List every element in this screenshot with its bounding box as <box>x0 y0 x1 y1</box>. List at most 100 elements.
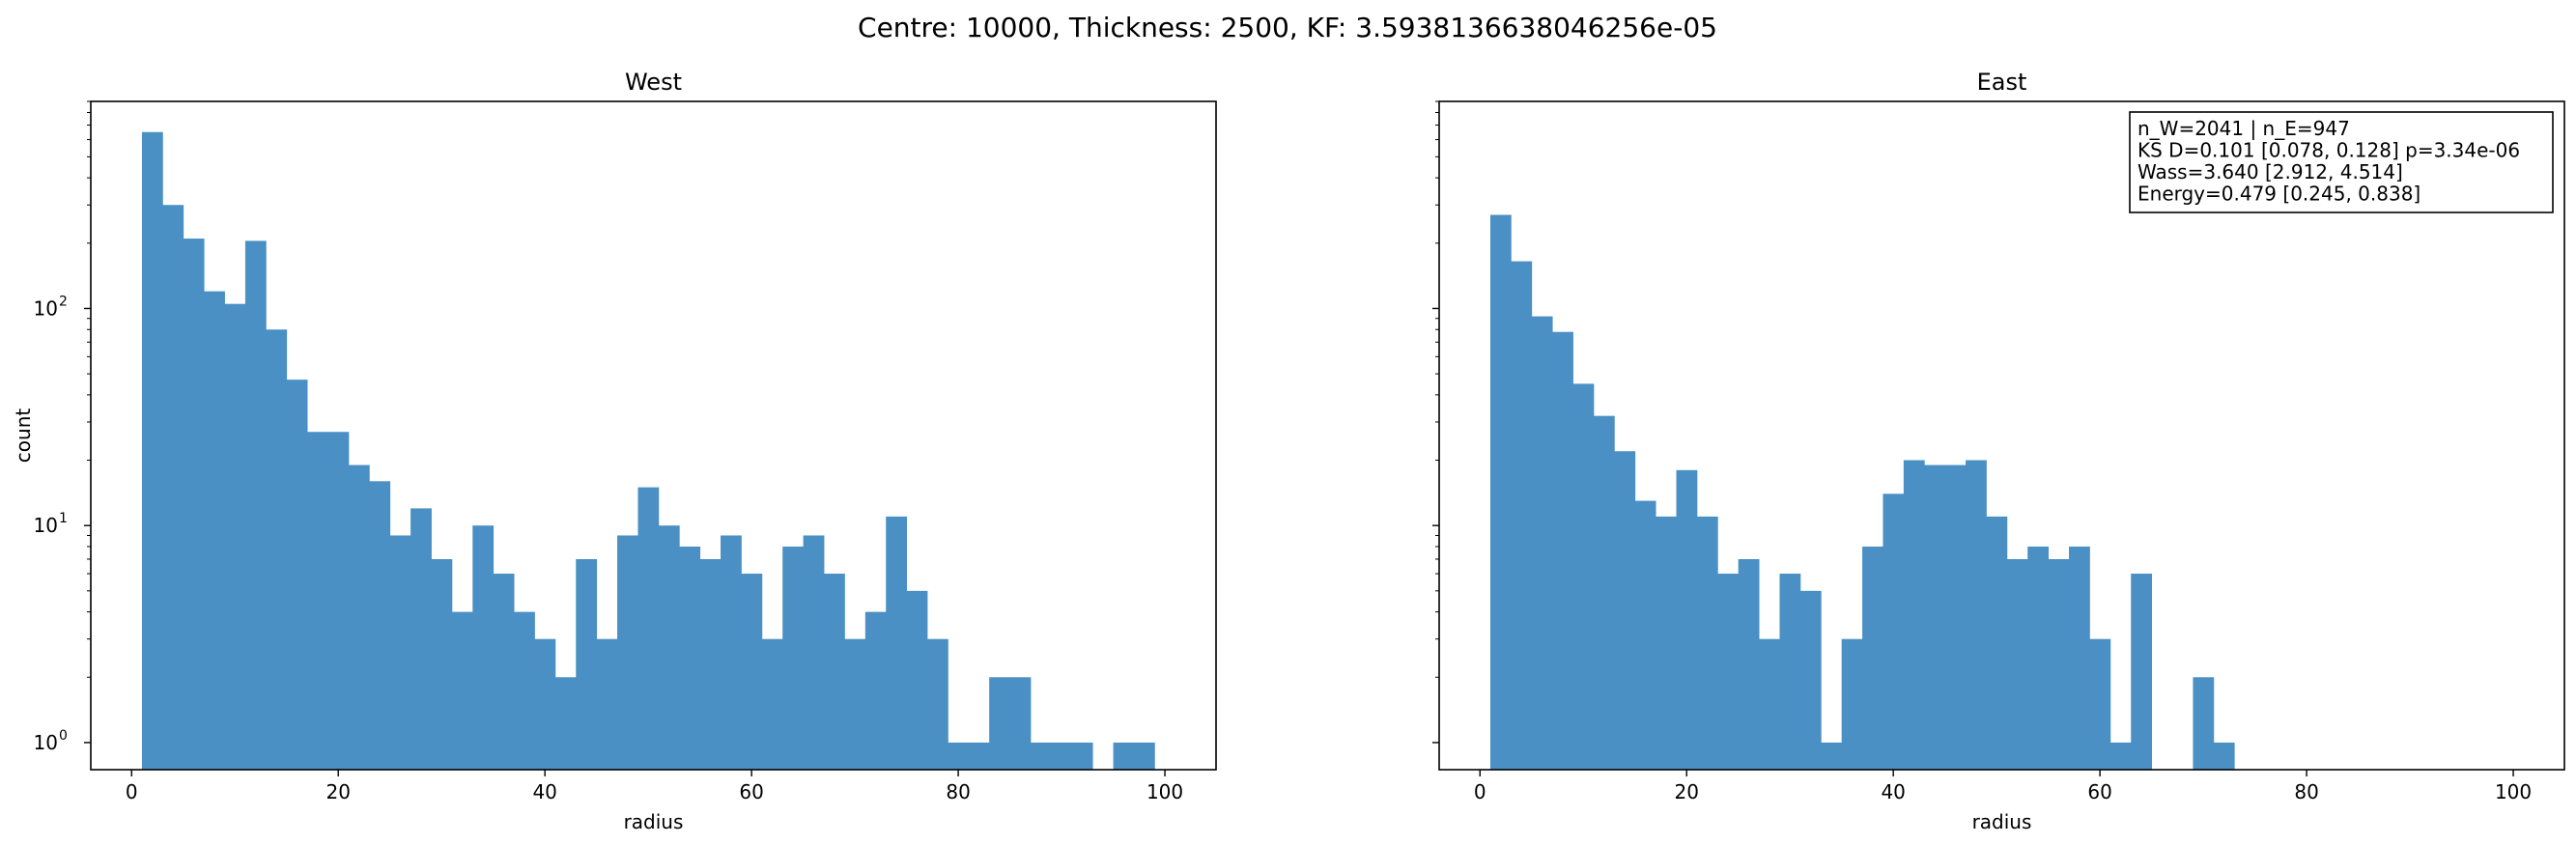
east-bar <box>1966 460 1987 770</box>
east-x-axis-label: radius <box>1972 810 2032 833</box>
west-bar <box>431 559 453 770</box>
east-bar <box>1903 460 1925 770</box>
east-bar <box>2109 742 2132 770</box>
west-bar <box>761 638 783 770</box>
west-bar <box>1113 742 1135 770</box>
west-bar <box>1133 742 1155 770</box>
figure-suptitle: Centre: 10000, Thickness: 2500, KF: 3.59… <box>858 12 1717 43</box>
west-bar <box>824 574 845 770</box>
west-bar <box>679 546 701 770</box>
west-x-tick-label: 20 <box>326 780 350 803</box>
west-bar <box>348 465 370 770</box>
east-bar <box>1552 331 1573 770</box>
east-bar <box>2069 546 2090 770</box>
west-bar <box>741 574 763 770</box>
east-bar <box>1986 516 2008 770</box>
west-x-tick-label: 100 <box>1146 780 1183 803</box>
east-bar <box>1841 638 1863 770</box>
east-bar <box>2027 546 2050 770</box>
east-stats-line: KS D=0.101 [0.078, 0.128] p=3.34e-06 <box>2137 139 2520 162</box>
west-bar <box>1071 742 1093 770</box>
west-bar <box>183 239 205 771</box>
west-bar <box>906 590 928 770</box>
west-bar <box>617 535 638 770</box>
east-bar <box>1882 493 1905 770</box>
east-stats-line: n_W=2041 | n_E=947 <box>2137 117 2350 140</box>
east-axes-frame <box>1438 100 2565 771</box>
west-x-tick-label: 40 <box>532 780 556 803</box>
east-bar <box>2213 742 2235 770</box>
west-bar <box>637 487 660 770</box>
west-bar <box>1009 677 1032 770</box>
east-bar <box>1944 465 1967 770</box>
west-bar <box>534 638 556 770</box>
west-bar <box>307 432 328 770</box>
east-x-tick-label: 80 <box>2294 780 2318 803</box>
east-bar <box>1821 742 1843 770</box>
east-bar <box>2193 677 2215 770</box>
east-x-tick-label: 100 <box>2495 780 2532 803</box>
east-bar <box>1572 383 1595 770</box>
west-bar <box>451 611 473 770</box>
west-bar <box>596 638 618 770</box>
west-bar <box>803 535 825 770</box>
east-bar <box>1593 415 1615 770</box>
west-bar <box>721 535 742 770</box>
west-bar <box>369 481 391 770</box>
east-x-tick-label: 60 <box>2087 780 2111 803</box>
west-bar <box>886 516 907 770</box>
east-bar <box>2048 559 2070 770</box>
west-x-axis-label: radius <box>624 810 684 833</box>
east-stats-line: Energy=0.479 [0.245, 0.838] <box>2137 183 2420 206</box>
east-bar <box>1759 638 1780 770</box>
east-bar <box>1924 465 1946 770</box>
east-x-tick-label: 0 <box>1474 780 1486 803</box>
east-bar <box>1676 469 1698 770</box>
west-y-axis-label: count <box>12 408 35 464</box>
east-bars <box>1489 214 2235 771</box>
west-bar <box>948 742 970 770</box>
west-bar <box>472 525 495 770</box>
west-bar <box>514 611 535 770</box>
west-bar <box>844 638 866 770</box>
west-axes-frame <box>90 100 1217 771</box>
east-bar <box>1489 214 1512 770</box>
east-bar <box>1717 574 1740 770</box>
west-bar <box>576 559 598 770</box>
west-y-tick-exponent: 2 <box>59 294 68 309</box>
east-bar <box>1738 559 1760 770</box>
east-bar <box>1696 516 1718 770</box>
west-bar <box>327 432 350 770</box>
west-bar <box>968 742 990 770</box>
west-x-tick-label: 80 <box>946 780 970 803</box>
east-x-tick-label: 20 <box>1674 780 1698 803</box>
east-bar <box>1656 516 1677 770</box>
west-bar <box>493 574 515 770</box>
west-bar <box>864 611 887 770</box>
east-stats-box-frame <box>2129 111 2554 213</box>
west-y-tick-exponent: 0 <box>59 728 68 744</box>
west-y-tick-exponent: 1 <box>59 511 68 526</box>
west-bar <box>1051 742 1073 770</box>
west-bar <box>989 677 1010 770</box>
west-y-tick-label: 10 <box>34 514 58 537</box>
east-bar <box>1862 546 1883 770</box>
west-bar <box>389 535 411 770</box>
east-bar <box>2131 574 2153 770</box>
east-bar <box>1531 316 1553 770</box>
east-title: East <box>1977 69 2027 96</box>
west-bar <box>266 329 288 770</box>
east-stats-line: Wass=3.640 [2.912, 4.514] <box>2137 160 2403 183</box>
west-title: West <box>625 69 682 96</box>
west-bar <box>554 677 577 770</box>
west-bar <box>1030 742 1052 770</box>
east-bar <box>1799 590 1822 770</box>
west-bar <box>782 546 805 770</box>
west-y-tick-label: 10 <box>34 731 58 754</box>
east-x-tick-label: 40 <box>1881 780 1905 803</box>
east-bar <box>1634 500 1656 770</box>
west-bar <box>699 559 722 770</box>
west-bar <box>286 380 308 770</box>
